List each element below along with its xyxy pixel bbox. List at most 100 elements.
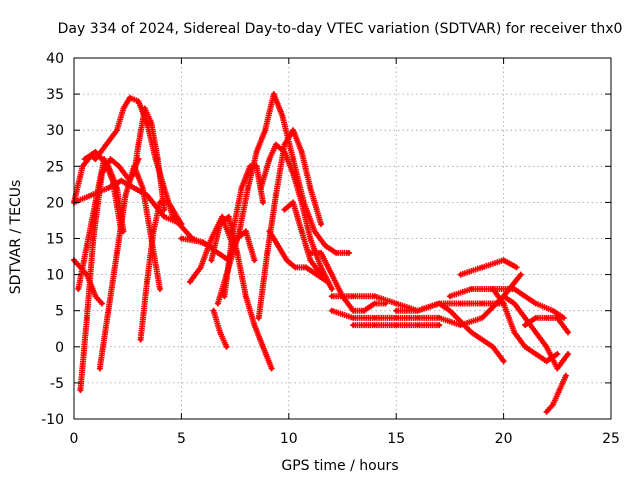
data-point [231,229,235,234]
data-point [512,330,517,335]
data-point [501,294,506,299]
data-point [523,315,528,320]
data-point [142,106,147,111]
data-point [254,164,259,169]
y-axis-label: SDTVAR / TECUs [8,180,24,295]
data-point [544,359,549,364]
data-point [291,128,296,133]
y-tick-label: 40 [46,51,64,67]
data-point [93,149,98,154]
data-point [480,301,485,306]
data-point [362,308,366,313]
data-point [121,106,126,111]
data-point [447,294,452,299]
data-point [188,279,192,284]
data-point [276,243,281,248]
chart-title: Day 334 of 2024, Sidereal Day-to-day VTE… [58,21,623,37]
data-point [198,265,203,270]
data-point [394,315,399,320]
data-point [544,409,549,414]
x-tick-label: 20 [495,431,513,447]
data-point [145,121,149,125]
data-point [254,149,259,154]
data-point [394,323,399,328]
data-point [351,294,356,299]
data-point [383,301,388,306]
series-track-17 [257,141,335,292]
y-tick-label: 30 [46,123,64,139]
data-point [372,323,377,328]
x-tick-label: 25 [602,431,620,447]
data-point [115,128,119,133]
data-point [261,200,265,205]
data-point [226,214,231,219]
data-point [351,315,356,320]
data-point [351,323,356,328]
data-point [304,265,308,270]
data-point [480,265,485,270]
data-point [145,193,149,198]
data-point [291,157,296,162]
series-track-9 [131,105,168,213]
x-axis-label: GPS time / hours [281,458,398,474]
data-point [319,222,323,227]
data-point [334,250,339,255]
data-point [415,323,420,328]
data-point [76,287,81,291]
data-point [312,229,317,234]
data-point [246,186,250,190]
data-point [89,193,94,198]
series-markers [137,199,185,343]
data-point [523,323,528,328]
x-tick-label: 5 [177,431,186,447]
data-point [291,200,296,205]
data-point [271,92,276,97]
data-point [308,258,313,263]
data-point [544,315,549,320]
data-point [533,330,538,335]
data-point [437,323,442,328]
series-track-23 [350,322,443,329]
data-point [93,294,98,299]
data-point [282,207,287,212]
y-tick-label: 20 [46,195,64,211]
series-track-24 [393,300,507,365]
data-point [91,236,96,241]
data-point [308,236,313,241]
data-point [117,164,122,169]
y-tick-label: 5 [55,304,64,320]
data-point [209,236,214,241]
x-tick-label: 10 [280,431,298,447]
data-point [555,366,560,371]
data-point [267,157,272,162]
y-tick-label: -10 [41,412,64,428]
data-point [551,402,555,407]
data-point [273,193,278,198]
data-point [555,352,560,356]
data-point [329,272,334,277]
data-point [299,149,304,154]
data-series [71,91,571,415]
data-point [145,279,149,284]
y-tick-label: 0 [55,340,64,356]
data-point [490,287,495,291]
series-markers [543,372,569,415]
data-point [248,164,253,169]
data-point [394,308,399,313]
data-point [501,301,506,306]
data-point [533,315,538,320]
data-point [106,164,111,169]
data-point [258,186,263,190]
data-point [237,229,242,234]
data-point [458,272,463,277]
data-point [218,222,223,227]
series-track-25 [457,257,520,278]
data-point [299,200,304,205]
data-point [267,229,272,234]
data-point [329,294,334,299]
series-track-27 [489,286,561,365]
data-point [84,243,89,248]
data-point [136,99,141,104]
data-point [106,308,111,313]
data-point [480,315,485,320]
